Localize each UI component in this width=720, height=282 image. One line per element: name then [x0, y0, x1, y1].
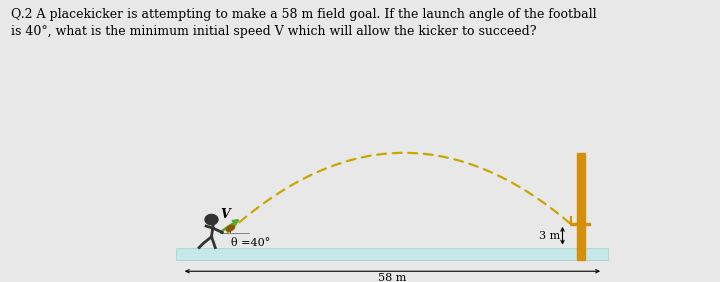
Text: 3 m: 3 m [539, 231, 560, 241]
Circle shape [205, 214, 218, 225]
Text: θ =40°: θ =40° [232, 238, 271, 248]
Bar [571, 223, 590, 225]
Text: V: V [221, 208, 230, 221]
Text: 58 m: 58 m [378, 272, 407, 282]
Bar [176, 248, 608, 261]
Text: Q.2 A placekicker is attempting to make a 58 m field goal. If the launch angle o: Q.2 A placekicker is attempting to make … [11, 8, 596, 38]
Bar [577, 153, 585, 261]
Ellipse shape [226, 225, 235, 231]
